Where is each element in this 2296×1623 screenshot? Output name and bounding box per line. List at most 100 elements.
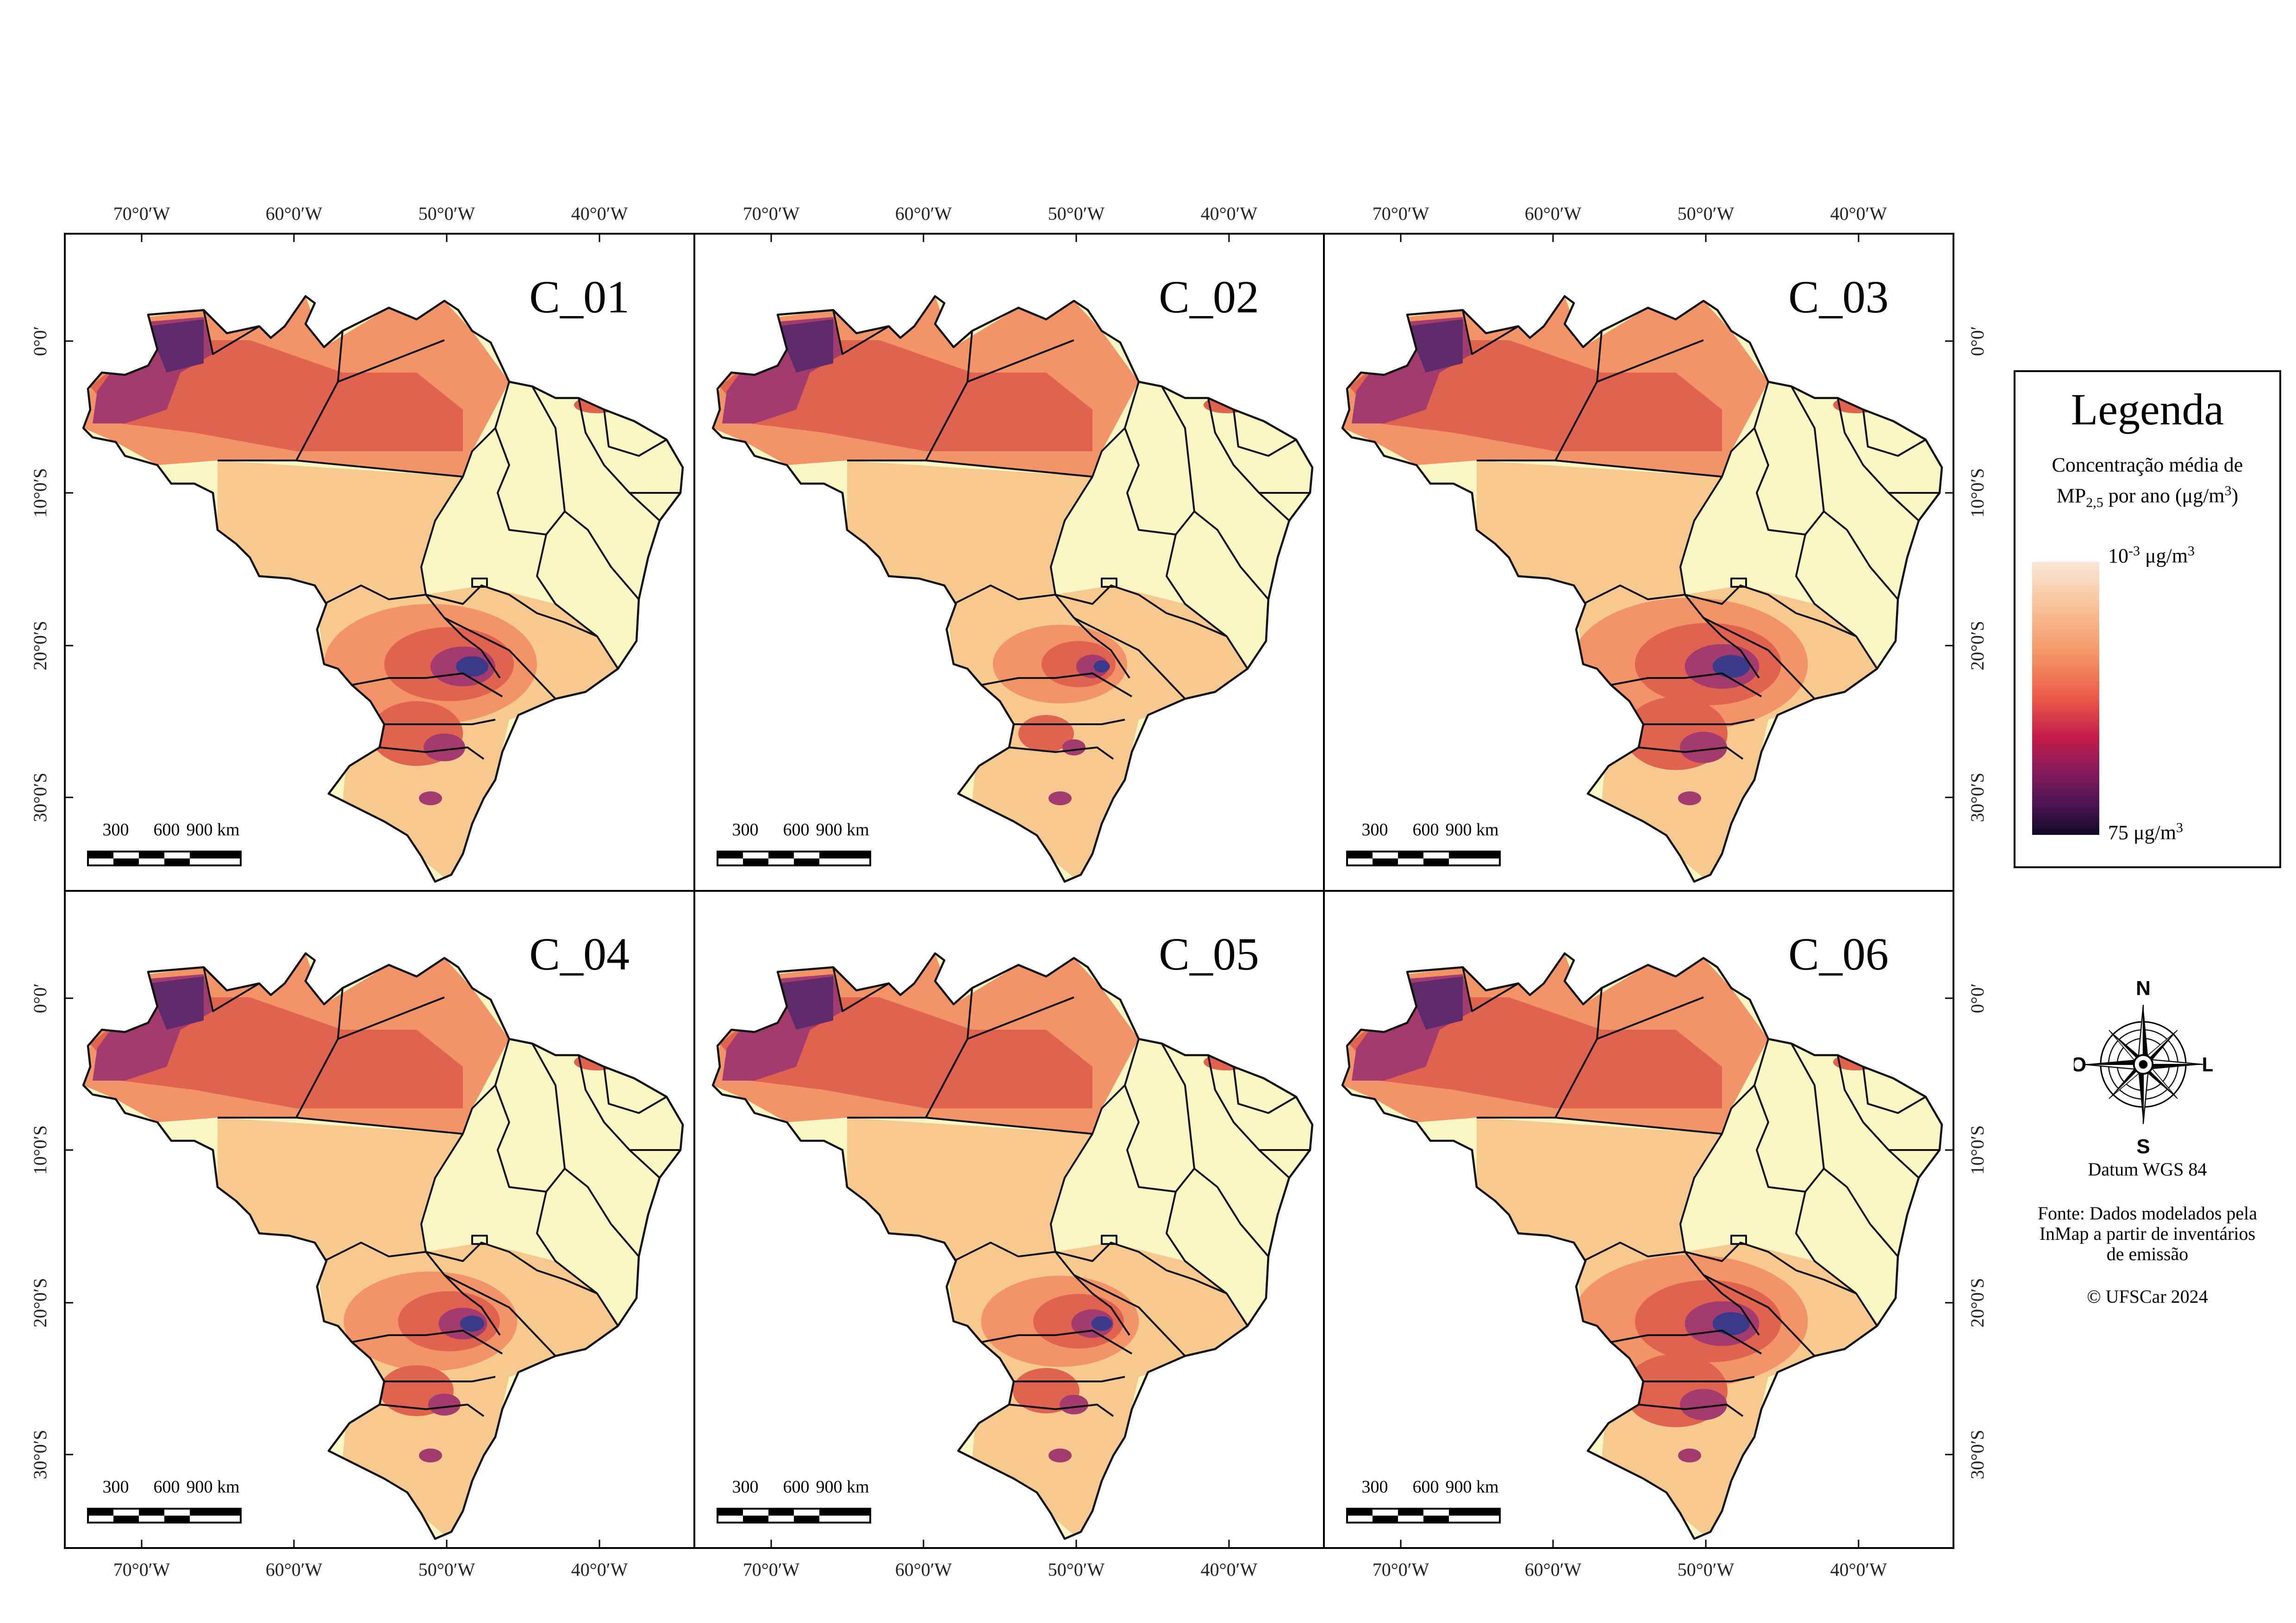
latitude-label: 20°0′S xyxy=(30,1278,50,1328)
scale-bar-segment xyxy=(1449,852,1500,858)
copyright-text: © UFSCar 2024 xyxy=(2087,1286,2208,1307)
scale-bar-label: 600 xyxy=(154,820,180,839)
scale-bar: 300 600 900 km xyxy=(717,820,871,866)
latitude-label: 10°0′S xyxy=(30,468,50,518)
scale-bar-segment xyxy=(819,1510,870,1516)
legend-subtitle-line2: MP2,5 por ano (μg/m3) xyxy=(2056,483,2239,510)
map-panel: C_01 300 600 900 km xyxy=(64,233,695,892)
scale-bar-label: 300 xyxy=(1362,820,1388,839)
scale-bar-segment xyxy=(1373,858,1398,864)
legend-max-label: 75 μg/m3 xyxy=(2108,820,2184,844)
longitude-label: 40°0′W xyxy=(1830,203,1887,224)
longitude-label: 50°0′W xyxy=(1048,203,1105,224)
latitude-label: 20°0′S xyxy=(30,621,50,671)
panel-title: C_03 xyxy=(1788,271,1889,323)
scale-bar-label: 300 xyxy=(103,1477,129,1497)
latitude-label: 10°0′S xyxy=(1967,1126,1988,1175)
longitude-label: 70°0′W xyxy=(1373,1559,1429,1580)
scale-bar-label: 600 xyxy=(783,1477,810,1497)
brazil-map xyxy=(694,234,1324,891)
source-line-3: de emissão xyxy=(2106,1244,2189,1264)
scale-bar-label: 600 xyxy=(154,1477,180,1497)
scale-bar-label: 600 xyxy=(783,820,810,839)
map-panel: C_03 300 600 900 km xyxy=(1323,233,1954,892)
scale-bar: 300 600 900 km xyxy=(87,820,242,866)
scale-bar-segment xyxy=(794,1516,819,1522)
datum-text: Datum WGS 84 xyxy=(2088,1159,2207,1180)
scale-bar-segment xyxy=(768,1510,794,1516)
scale-bar-segment xyxy=(190,852,241,858)
compass-east-label: L xyxy=(2202,1053,2213,1076)
scale-bar-label: 900 km xyxy=(816,820,869,839)
legend-subtitle-line1: Concentração média de xyxy=(2052,454,2243,476)
scale-bar-label: 900 km xyxy=(186,1477,239,1497)
map-panel: C_05 300 600 900 km xyxy=(693,890,1325,1549)
longitude-label: 60°0′W xyxy=(895,203,952,224)
latitude-label: 0°0′ xyxy=(30,326,50,356)
latitude-label: 0°0′ xyxy=(1967,326,1988,356)
longitude-label: 50°0′W xyxy=(1678,1559,1734,1580)
scale-bar-label: 900 km xyxy=(1445,820,1498,839)
longitude-label: 60°0′W xyxy=(895,1559,952,1580)
scale-bar-segment xyxy=(1373,1516,1398,1522)
scale-bar-segment xyxy=(1423,1516,1449,1522)
longitude-label: 70°0′W xyxy=(743,203,800,224)
latitude-label: 20°0′S xyxy=(1967,621,1988,671)
brazil-map xyxy=(65,234,694,891)
scale-bar-label: 600 xyxy=(1413,1477,1439,1497)
scale-bar-segment xyxy=(1423,858,1449,864)
longitude-label: 60°0′W xyxy=(266,1559,323,1580)
longitude-label: 50°0′W xyxy=(418,1559,475,1580)
scale-bar-segment xyxy=(1347,852,1373,858)
longitude-label: 40°0′W xyxy=(1201,1559,1258,1580)
map-panels: C_01 300 600 900 km C_02 300 600 900 km C_03 300 6… xyxy=(64,233,1954,1549)
scale-bar-label: 300 xyxy=(732,820,759,839)
map-panel: C_04 300 600 900 km xyxy=(64,890,695,1549)
scale-bar-segment xyxy=(139,1510,164,1516)
latitude-label: 10°0′S xyxy=(1967,468,1988,518)
legend-color-ramp xyxy=(2032,562,2099,835)
scale-bar-segment xyxy=(113,1516,139,1522)
longitude-label: 70°0′W xyxy=(743,1559,800,1580)
scale-bar-label: 900 km xyxy=(1445,1477,1498,1497)
longitude-label: 50°0′W xyxy=(1678,203,1734,224)
longitude-label: 50°0′W xyxy=(1048,1559,1105,1580)
source-line-1: Fonte: Dados modelados pela xyxy=(2037,1203,2258,1224)
scale-bar: 300 600 900 km xyxy=(1346,820,1501,866)
map-panel: C_02 300 600 900 km xyxy=(693,233,1325,892)
longitude-label: 50°0′W xyxy=(418,203,475,224)
longitude-label: 70°0′W xyxy=(1373,203,1429,224)
scale-bar-label: 300 xyxy=(1362,1477,1388,1497)
scale-bar-segment xyxy=(1449,1510,1500,1516)
panel-title: C_04 xyxy=(529,928,630,980)
panel-title: C_02 xyxy=(1159,271,1259,323)
scale-bar-label: 900 km xyxy=(186,820,239,839)
longitude-label: 60°0′W xyxy=(266,203,323,224)
latitude-label: 0°0′ xyxy=(30,983,50,1014)
latitude-label: 10°0′S xyxy=(30,1126,50,1175)
scale-bar-segment xyxy=(88,1510,113,1516)
scale-bar-segment xyxy=(743,858,768,864)
scale-bar-segment xyxy=(88,852,113,858)
scale-bar-segment xyxy=(164,858,190,864)
brazil-map xyxy=(1324,891,1953,1548)
scale-bar-label: 900 km xyxy=(816,1477,869,1497)
latitude-label: 30°0′S xyxy=(30,773,50,822)
scale-bar: 300 600 900 km xyxy=(87,1477,242,1524)
latitude-label: 30°0′S xyxy=(30,1430,50,1480)
scale-bar-label: 300 xyxy=(732,1477,759,1497)
latitude-label: 0°0′ xyxy=(1967,983,1988,1014)
scale-bar-segment xyxy=(718,852,743,858)
latitude-label: 30°0′S xyxy=(1967,773,1988,822)
latitude-label: 30°0′S xyxy=(1967,1430,1988,1480)
scale-bar-segment xyxy=(794,858,819,864)
panel-title: C_06 xyxy=(1788,928,1889,980)
compass-west-label: O xyxy=(2074,1053,2086,1076)
panel-title: C_05 xyxy=(1159,928,1259,980)
scale-bar-segment xyxy=(1347,1510,1373,1516)
scale-bar-segment xyxy=(819,852,870,858)
scale-bar-label: 300 xyxy=(103,820,129,839)
panel-title: C_01 xyxy=(529,271,630,323)
brazil-map xyxy=(65,891,694,1548)
longitude-label: 40°0′W xyxy=(571,1559,628,1580)
